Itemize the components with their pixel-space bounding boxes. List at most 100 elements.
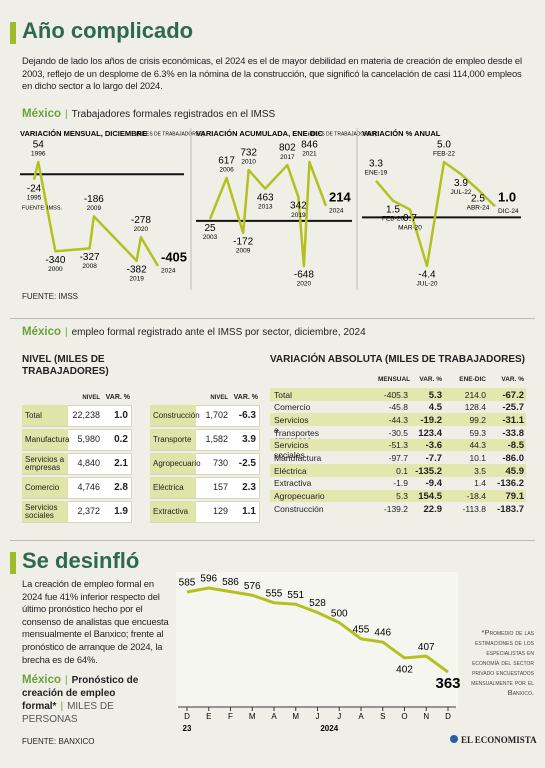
level-value: 157 (212, 482, 228, 492)
value: -86.0 (502, 453, 524, 464)
value-label: 551 (287, 590, 304, 601)
country: México (22, 108, 61, 120)
value-label: 576 (244, 581, 261, 592)
x-label: 2020 (297, 281, 312, 288)
row-label: Construcción (274, 503, 324, 514)
row-background (270, 489, 526, 503)
value: 128.4 (464, 402, 486, 413)
chart-subtitle: (MILES DE TRABAJADORES) (136, 131, 205, 137)
x-label: ENE-19 (365, 170, 388, 177)
country: México (22, 674, 61, 686)
x-label: O (401, 712, 407, 721)
change-value: 1.1 (242, 506, 256, 517)
x-label: ABR-24 (467, 204, 490, 211)
x-label: MAR-20 (398, 224, 422, 231)
value-label: 407 (418, 642, 435, 653)
x-label: D (184, 712, 190, 721)
level-value: 22,238 (72, 410, 100, 420)
value: 3.5 (474, 465, 486, 476)
change-value: 0.2 (114, 434, 128, 445)
row-label: Manufactura (274, 453, 322, 463)
change-value: 1.0 (114, 410, 128, 421)
table-title: NIVEL (MILES DE TRABAJADORES) (22, 354, 109, 377)
value-label: -278 (131, 215, 151, 226)
x-label: 2009 (87, 205, 102, 212)
value: -51.3 (388, 440, 408, 451)
row-label: Servicios sociales (274, 440, 309, 461)
x-label: E (206, 712, 211, 721)
value-label: 500 (331, 608, 348, 619)
value: 99.2 (469, 414, 486, 425)
row-label: Agropecuario (150, 453, 201, 474)
x-label: 2008 (82, 263, 97, 270)
column-header: ENE-DIC (459, 376, 486, 383)
level-value: 2,372 (77, 506, 100, 516)
value-label: 54 (33, 140, 45, 151)
value-label: -340 (45, 255, 65, 266)
row-label: Comercio (22, 477, 68, 498)
chart-title: Pronóstico de creación de empleo formal* (22, 675, 139, 712)
value-label: 802 (279, 143, 296, 154)
level-value: 5,980 (77, 434, 100, 444)
value: 123.4 (418, 427, 442, 439)
text: La creación de empleo formal en 2024 fue… (22, 578, 169, 665)
divider (10, 540, 535, 541)
change-value: -6.3 (238, 410, 256, 421)
chart-header: México | Pronóstico de creación de empleo … (22, 674, 172, 726)
value: 4.5 (428, 402, 442, 414)
section-title: Trabajadores formales registrados en el … (71, 109, 276, 120)
x-label: 2009 (236, 248, 251, 255)
row-label: Total (274, 389, 292, 400)
x-label: 2013 (258, 203, 273, 210)
x-label: J (337, 712, 341, 721)
x-label: A (271, 712, 277, 721)
value: 5.3 (396, 491, 408, 502)
row-label: Total (22, 405, 68, 426)
value-label: -186 (84, 194, 104, 205)
x-label: A (358, 712, 364, 721)
value-label: -648 (294, 270, 314, 281)
x-label: S (380, 712, 385, 721)
brand-name: EL ECONOMISTA (461, 735, 537, 745)
row-background (270, 438, 526, 452)
value: -1.9 (393, 478, 408, 489)
divider (10, 318, 535, 319)
value-label: 846 (301, 140, 318, 151)
value-label: 585 (179, 578, 196, 589)
row-label: Comercio (274, 402, 311, 413)
value-label: 342 (290, 201, 307, 212)
table-title: VARIACIÓN ABSOLUTA (MILES DE TRABAJADORE… (270, 354, 525, 365)
divider: | (60, 701, 64, 712)
row-background (270, 413, 526, 427)
row-label: Transportes (274, 427, 320, 438)
x-label: 2010 (241, 159, 256, 166)
level-value: 4,746 (77, 482, 100, 492)
value: -8.5 (507, 440, 524, 452)
row-label: Manufactura (22, 429, 69, 450)
chart-title: VARIACIÓN ACUMULADA, ENE-DIC (196, 129, 324, 138)
line (208, 160, 328, 268)
x-label: FEB-22 (433, 151, 455, 158)
row-label: Servicios a empresas (22, 453, 68, 474)
value: -7.7 (425, 453, 442, 464)
x-label: 2017 (280, 154, 295, 161)
value: 5.3 (428, 389, 442, 401)
column-header: VAR. % (233, 394, 258, 401)
divider: | (65, 675, 68, 686)
row-label: Eléctrica (274, 465, 307, 476)
value-label: 214 (329, 189, 351, 204)
plot-background (176, 572, 458, 708)
title: Año complicado (22, 18, 194, 43)
line (32, 160, 160, 267)
value: -31.1 (502, 414, 524, 426)
unit: MILES DE PERSONAS (22, 701, 114, 725)
value-label: 446 (374, 628, 391, 639)
value: -30.5 (388, 427, 408, 438)
chart-title: VARIACIÓN % ANUAL (362, 129, 441, 138)
x-label: 2019 (291, 212, 306, 219)
section-header: México | Trabajadores formales registrados… (22, 108, 275, 120)
value: 0.1 (396, 465, 408, 476)
value-label: -172 (233, 237, 253, 248)
x-label: 2000 (48, 266, 63, 273)
